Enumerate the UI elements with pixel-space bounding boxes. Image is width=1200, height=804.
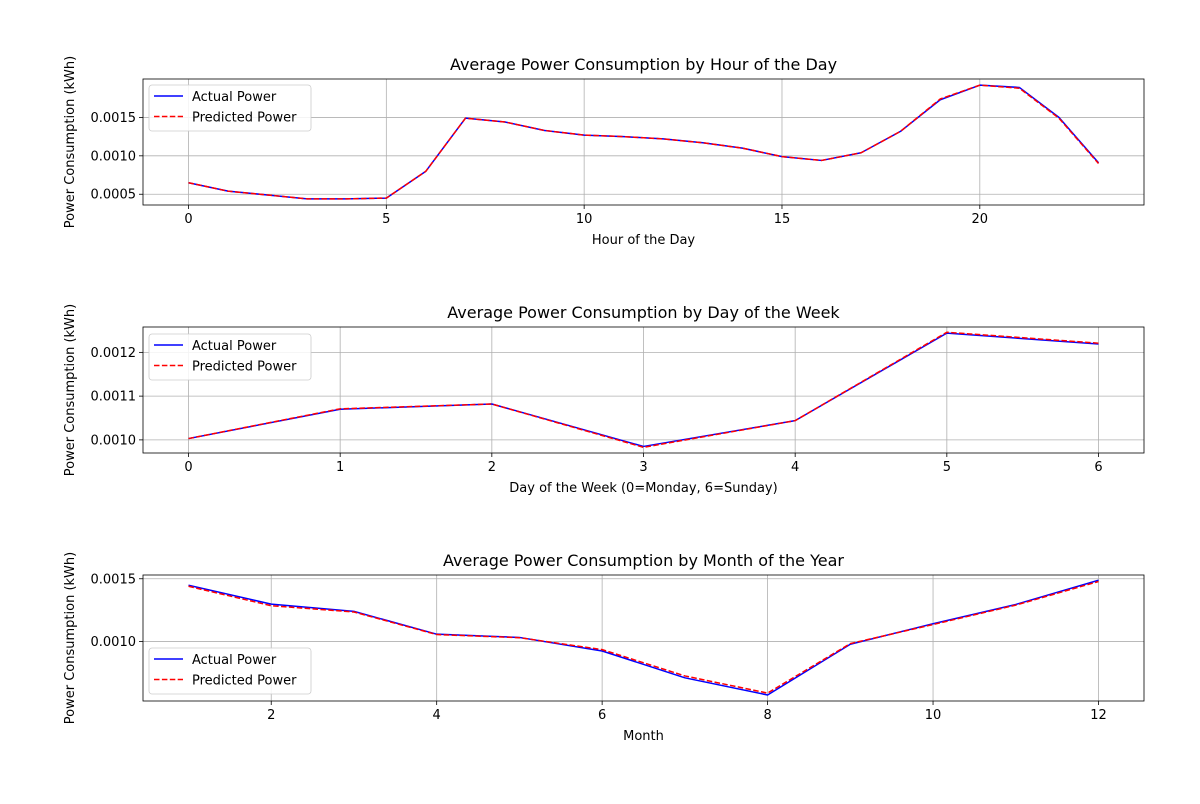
- x-tick-label: 4: [791, 460, 799, 475]
- x-tick-label: 2: [488, 460, 496, 475]
- y-axis-label: Power Consumption (kWh): [63, 552, 78, 724]
- x-tick-label: 6: [1094, 460, 1102, 475]
- legend-box: [148, 333, 312, 381]
- x-axis-label: Month: [623, 729, 664, 744]
- x-tick-label: 6: [598, 708, 606, 723]
- x-tick-label: 3: [639, 460, 647, 475]
- series-line-actual: [188, 84, 1100, 200]
- legend: Actual Power Predicted Power: [148, 84, 312, 132]
- chart-title: Average Power Consumption by Month of th…: [443, 551, 844, 570]
- series-line-actual: [188, 579, 1099, 696]
- axes-frame: [142, 78, 1145, 206]
- legend-label: Actual Power: [192, 339, 277, 354]
- y-axis-label: Power Consumption (kWh): [63, 56, 78, 228]
- legend: Actual Power Predicted Power: [148, 647, 312, 695]
- x-tick-label: 5: [382, 212, 390, 227]
- series-line-predicted: [188, 580, 1099, 694]
- y-tick-label: 0.0010: [91, 433, 137, 448]
- chart-title: Average Power Consumption by Day of the …: [447, 303, 840, 322]
- subplot-3: 2 4 6 8 10 12 0.0010 0.0015 Average Power Consum…: [63, 551, 1145, 744]
- x-axis-label: Day of the Week (0=Monday, 6=Sunday): [509, 481, 777, 496]
- y-tick-label: 0.0010: [91, 635, 137, 650]
- legend-label: Actual Power: [192, 90, 277, 105]
- x-tick-label: 0: [184, 212, 192, 227]
- y-tick-label: 0.0015: [91, 572, 137, 587]
- x-tick-label: 10: [925, 708, 942, 723]
- chart-title: Average Power Consumption by Hour of the…: [450, 55, 837, 74]
- legend-box: [148, 647, 312, 695]
- x-tick-label: 8: [763, 708, 771, 723]
- x-tick-label: 12: [1090, 708, 1107, 723]
- x-tick-label: 5: [943, 460, 951, 475]
- x-tick-label: 20: [972, 212, 989, 227]
- y-tick-label: 0.0011: [91, 390, 137, 405]
- y-tick-label: 0.0012: [91, 346, 137, 361]
- x-tick-label: 1: [336, 460, 344, 475]
- x-tick-label: 0: [184, 460, 192, 475]
- x-tick-label: 4: [433, 708, 441, 723]
- y-tick-label: 0.0010: [91, 149, 137, 164]
- series-line-predicted: [188, 84, 1100, 200]
- legend: Actual Power Predicted Power: [148, 333, 312, 381]
- y-tick-label: 0.0005: [91, 188, 137, 203]
- x-axis-label: Hour of the Day: [592, 233, 696, 248]
- legend-label: Predicted Power: [192, 674, 297, 689]
- series-line-predicted: [188, 331, 1099, 449]
- legend-label: Predicted Power: [192, 360, 297, 375]
- legend-label: Actual Power: [192, 653, 277, 668]
- x-tick-label: 15: [774, 212, 791, 227]
- legend-box: [148, 84, 312, 132]
- x-tick-label: 2: [267, 708, 275, 723]
- y-tick-label: 0.0015: [91, 111, 137, 126]
- y-axis-label: Power Consumption (kWh): [63, 304, 78, 476]
- axes-frame: [142, 574, 1145, 702]
- legend-label: Predicted Power: [192, 111, 297, 126]
- subplot-2: 0 1 2 3 4 5 6 0.0010 0.0011 0.0012 Average Power C…: [63, 303, 1145, 496]
- x-tick-label: 10: [576, 212, 593, 227]
- subplot-1: 0 5 10 15 20 0.0005 0.0010 0.0015 Average Power …: [63, 55, 1145, 248]
